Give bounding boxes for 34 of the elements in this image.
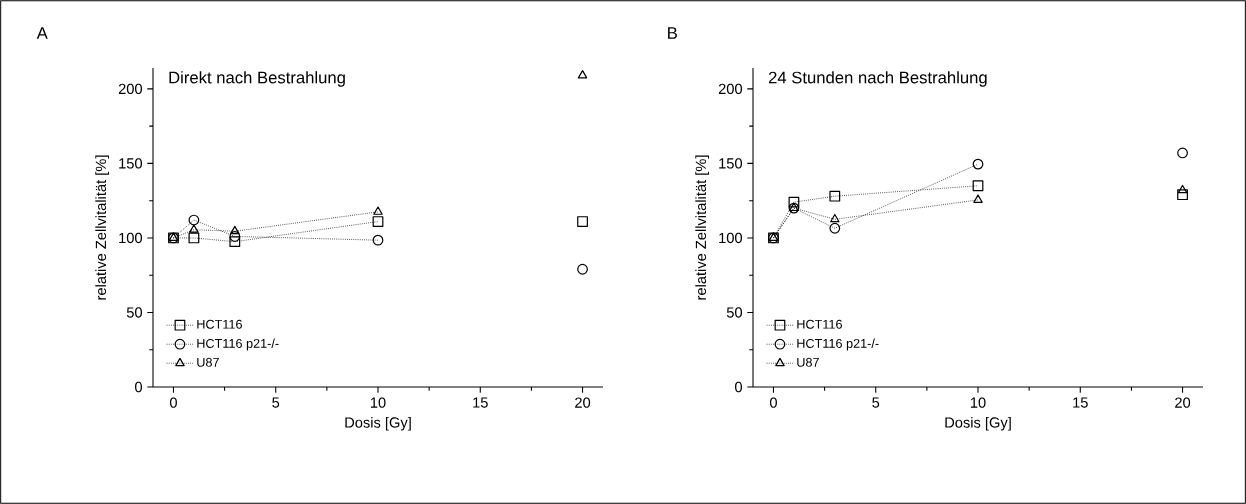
y-tick-label: 100 (119, 232, 143, 244)
legend-label: U87 (797, 357, 819, 367)
y-axis-title: relative Zellvitalität [%] (695, 155, 709, 300)
y-tick-label: 0 (135, 381, 143, 393)
y-tick-label: 50 (126, 307, 143, 318)
x-tick-label: 20 (575, 397, 591, 408)
x-tick-label: 15 (473, 397, 488, 408)
legend-label: U87 (197, 357, 219, 367)
y-tick-label: 200 (118, 83, 143, 95)
legend-label: HCT116 (197, 319, 242, 329)
x-tick-label: 20 (1175, 397, 1191, 408)
legend-label: HCT116 (797, 319, 842, 329)
y-tick-label: 150 (719, 158, 743, 169)
x-axis-title: Dosis [Gy] (945, 416, 1011, 431)
x-tick-label: 5 (272, 397, 280, 408)
y-axis-title: relative Zellvitalität [%] (95, 155, 109, 300)
x-axis-title: Dosis [Gy] (345, 416, 411, 431)
y-tick-label: 150 (119, 158, 143, 169)
x-tick-label: 10 (970, 397, 986, 408)
y-tick-label: 200 (718, 83, 743, 95)
y-tick-label: 50 (726, 307, 743, 318)
x-tick-label: 15 (1073, 397, 1088, 408)
legend-label: HCT116 p21-/- (797, 338, 879, 351)
chart-title: Direkt nach Bestrahlung (169, 71, 345, 87)
x-tick-label: 0 (769, 397, 777, 408)
text: B (668, 27, 677, 39)
x-tick-label: 5 (872, 397, 880, 408)
text: A (36, 27, 48, 39)
y-tick-label: 0 (735, 381, 743, 393)
legend-label: HCT116 p21-/- (197, 338, 279, 351)
x-tick-label: 0 (169, 397, 177, 408)
chart-title: 24 Stunden nach Bestrahlung (768, 71, 987, 87)
x-tick-label: 10 (370, 397, 386, 408)
y-tick-label: 100 (719, 232, 743, 244)
